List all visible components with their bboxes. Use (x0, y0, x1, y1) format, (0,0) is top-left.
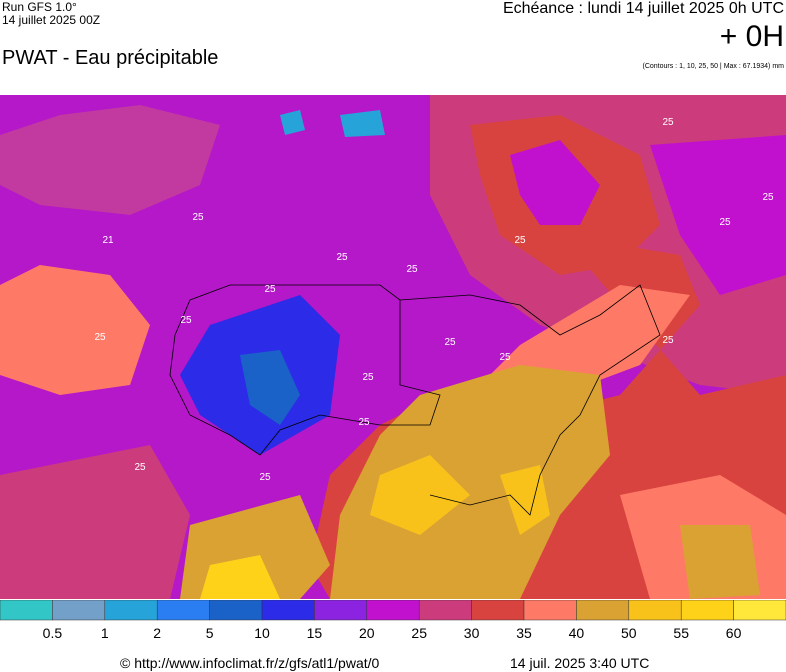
legend-swatch (314, 600, 368, 621)
contours-note: (Contours : 1, 10, 25, 50 | Max : 67.193… (642, 63, 785, 70)
run-label: Run GFS 1.0° (2, 0, 77, 14)
contour-label: 25 (762, 192, 774, 203)
timestamp: 14 juil. 2025 3:40 UTC (510, 655, 650, 671)
contour-label: 25 (362, 372, 374, 383)
region (280, 110, 305, 135)
region (510, 140, 600, 225)
contour-label: 25 (180, 315, 192, 326)
legend-swatch (471, 600, 525, 621)
region (500, 465, 550, 535)
contour-labels: 25 25 21 25 25 25 25 25 25 25 25 25 25 25 25 25 25 25 (94, 117, 774, 483)
legend-swatch (104, 600, 158, 621)
run-date: 14 juillet 2025 00Z (2, 13, 101, 27)
legend-swatch (680, 600, 734, 621)
legend-tick-label: 1 (101, 625, 109, 640)
legend-swatch (628, 600, 682, 621)
legend-tick-label: 50 (621, 625, 637, 640)
contour-label: 25 (192, 212, 204, 223)
region (0, 445, 190, 599)
contour-label: 25 (514, 235, 526, 246)
contour-label: 25 (499, 352, 511, 363)
contour-label: 25 (444, 337, 456, 348)
color-legend: 0.5 1 2 5 10 15 20 25 30 35 40 50 55 60 (0, 600, 786, 640)
contour-label: 21 (102, 235, 114, 246)
legend-tick-label: 55 (673, 625, 689, 640)
contour-label: 25 (259, 472, 271, 483)
region (340, 110, 385, 137)
map-title: PWAT - Eau précipitable (2, 47, 219, 69)
legend-swatch (523, 600, 577, 621)
region (0, 265, 150, 395)
coastline (399, 284, 661, 516)
legend-swatch (733, 600, 786, 621)
legend-swatch (209, 600, 263, 621)
legend-tick-label: 25 (411, 625, 427, 640)
region (240, 350, 300, 425)
contour-label: 25 (662, 335, 674, 346)
legend-tick-label: 60 (726, 625, 742, 640)
legend-tick-label: 5 (206, 625, 214, 640)
legend-tick-label: 35 (516, 625, 532, 640)
legend-swatch (418, 600, 472, 621)
region (370, 455, 470, 535)
contour-label: 25 (94, 332, 106, 343)
contour-label: 25 (406, 264, 418, 275)
legend-swatch (366, 600, 420, 621)
region (650, 135, 786, 295)
legend-swatch (0, 600, 53, 621)
legend-tick-label: 40 (569, 625, 585, 640)
legend-tick-label: 15 (307, 625, 323, 640)
source-url: © http://www.infoclimat.fr/z/gfs/atl1/pw… (120, 655, 380, 671)
region (0, 105, 220, 215)
echeance: Echéance : lundi 14 juillet 2025 0h UTC (502, 0, 784, 17)
contour-label: 25 (264, 284, 276, 295)
offset: + 0H (719, 20, 784, 53)
legend-swatch (576, 600, 630, 621)
legend-swatch (52, 600, 106, 621)
map: 25 25 21 25 25 25 25 25 25 25 25 25 25 25 25 25 25 25 (0, 95, 786, 599)
country-border (169, 284, 441, 456)
legend-tick-label: 2 (153, 625, 161, 640)
legend-tick-label: 30 (464, 625, 480, 640)
contour-label: 25 (719, 217, 731, 228)
contour-label: 25 (358, 417, 370, 428)
contour-label: 25 (662, 117, 674, 128)
legend-tick-label: 0.5 (43, 625, 63, 640)
contour-label: 25 (336, 252, 348, 263)
region (200, 555, 280, 599)
region (330, 365, 610, 599)
contour-label: 25 (134, 462, 146, 473)
legend-tick-label: 10 (254, 625, 270, 640)
region (680, 525, 760, 599)
legend-tick-label: 20 (359, 625, 375, 640)
legend-swatch (261, 600, 315, 621)
legend-swatch (156, 600, 210, 621)
